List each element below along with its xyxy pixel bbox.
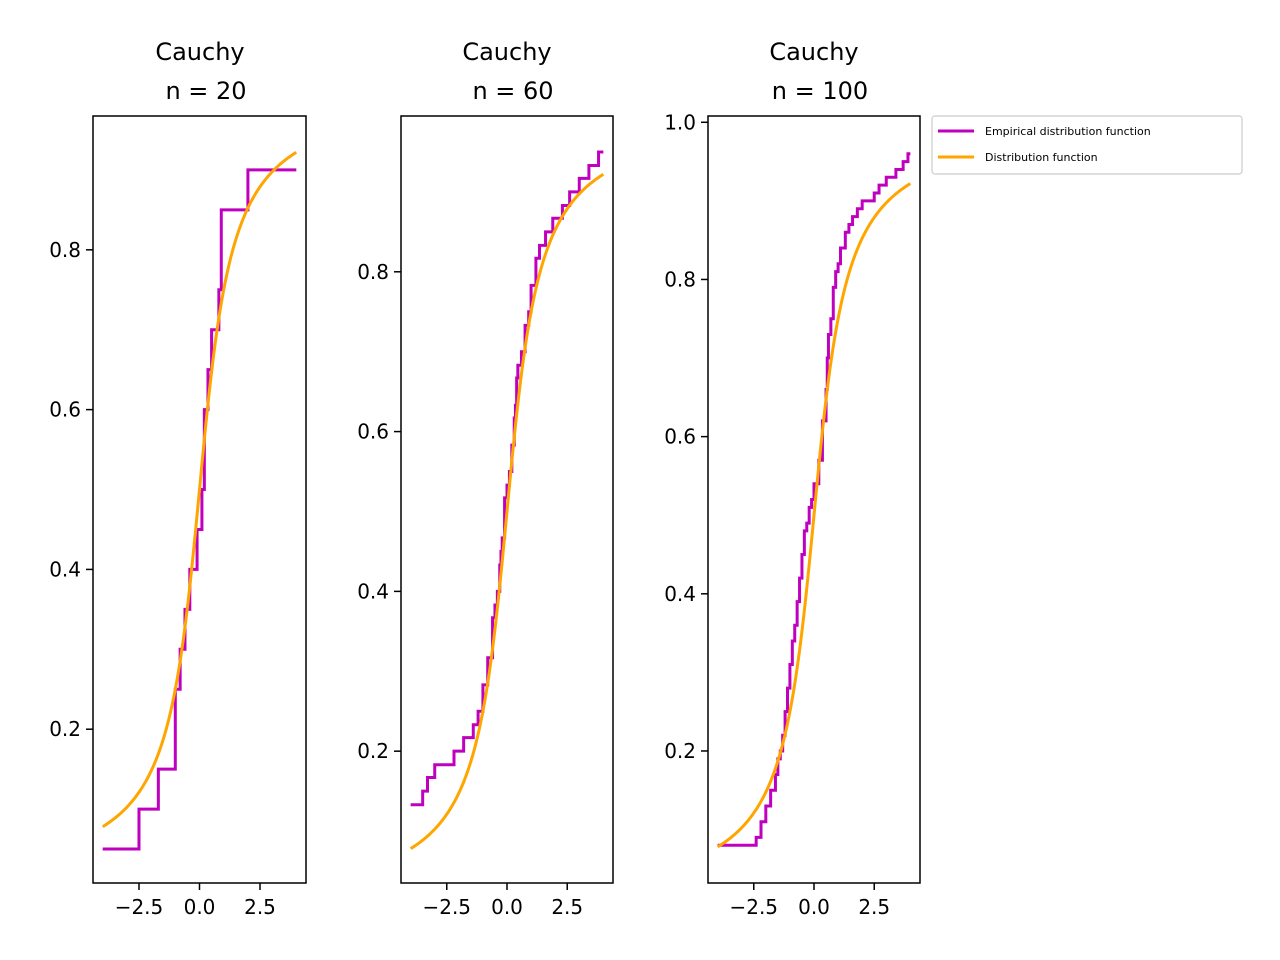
- y-tick-label: 0.2: [49, 717, 81, 741]
- x-tick-label: 0.0: [798, 895, 830, 919]
- x-tick-label: 2.5: [858, 895, 890, 919]
- y-tick-label: 1.0: [664, 110, 696, 134]
- x-tick-label: −2.5: [422, 895, 471, 919]
- legend-label-distribution: Distribution function: [985, 151, 1098, 164]
- y-tick-label: 0.6: [664, 425, 696, 449]
- y-tick-label: 0.8: [49, 238, 81, 262]
- series-line-distribution: [101, 151, 298, 828]
- subplot-title-line2: n = 20: [165, 77, 246, 105]
- x-tick-label: −2.5: [115, 895, 164, 919]
- subplot-title-line1: Cauchy: [462, 38, 551, 66]
- subplot-title-line2: n = 100: [772, 77, 868, 105]
- x-tick-label: −2.5: [729, 895, 778, 919]
- x-tick-label: 2.5: [551, 895, 583, 919]
- y-tick-label: 0.8: [664, 267, 696, 291]
- y-tick-label: 0.2: [357, 739, 389, 763]
- plot-area: [101, 151, 298, 851]
- series-line-distribution: [409, 173, 605, 850]
- plot-area: [716, 152, 912, 849]
- legend-label-empirical: Empirical distribution function: [985, 125, 1151, 138]
- plot-area: [409, 150, 605, 850]
- subplot-cauchy-n100: Cauchy n = 100 −2.5 0.0 2.5 0.2 0.4 0.6 0.8 1.0: [664, 38, 921, 919]
- y-tick-label: 0.6: [357, 420, 389, 444]
- y-tick-label: 0.6: [49, 398, 81, 422]
- subplot-title-line1: Cauchy: [155, 38, 244, 66]
- x-tick-label: 0.0: [184, 895, 216, 919]
- y-tick-label: 0.2: [664, 739, 696, 763]
- x-tick-label: 0.0: [491, 895, 523, 919]
- y-tick-label: 0.4: [357, 579, 389, 603]
- x-tick-label: 2.5: [244, 895, 276, 919]
- y-tick-label: 0.4: [49, 557, 81, 581]
- legend-frame: [931, 115, 1243, 175]
- subplot-title-line1: Cauchy: [769, 38, 858, 66]
- y-tick-label: 0.4: [664, 582, 696, 606]
- subplot-cauchy-n20: Cauchy n = 20 −2.5 0.0 2.5 0.2 0.4 0.6 0.8: [49, 38, 307, 919]
- subplot-title-line2: n = 60: [472, 77, 553, 105]
- subplot-cauchy-n60: Cauchy n = 60 −2.5 0.0 2.5 0.2 0.4 0.6 0.8: [357, 38, 614, 919]
- series-line-distribution: [716, 182, 912, 849]
- legend: Empirical distribution function Distribu…: [931, 115, 1243, 175]
- y-tick-label: 0.8: [357, 260, 389, 284]
